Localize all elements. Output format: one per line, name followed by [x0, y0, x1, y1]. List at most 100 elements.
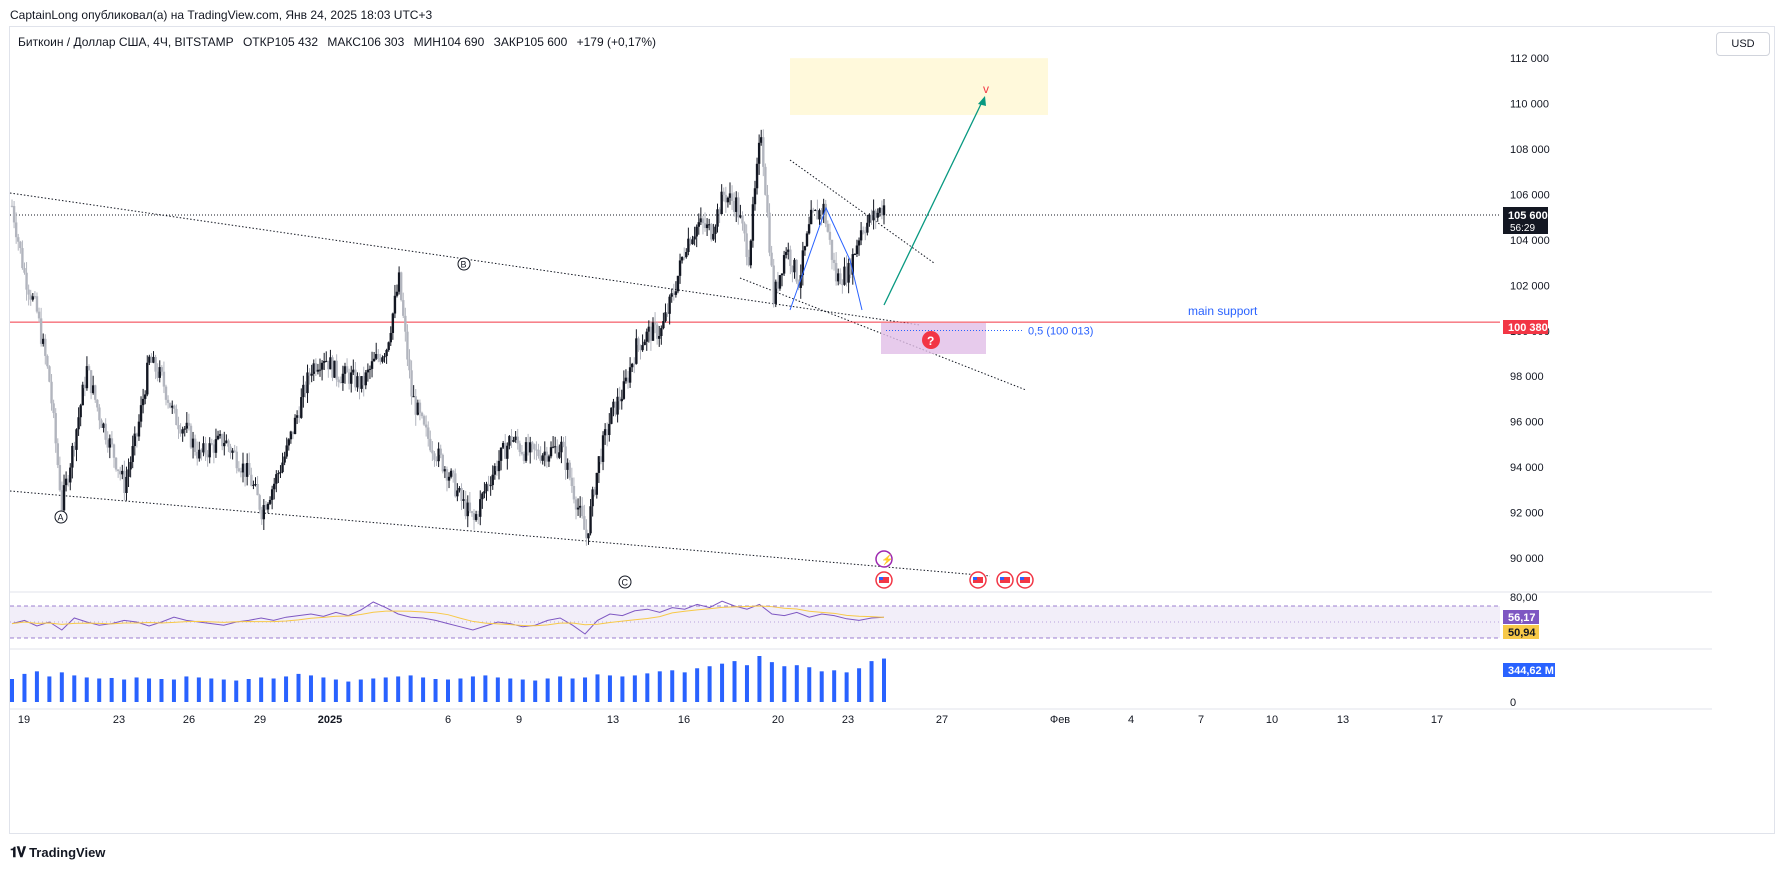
volume-bar	[882, 658, 886, 702]
tradingview-brand[interactable]: 𝟏𝐕 TradingView	[10, 844, 105, 861]
candle	[42, 338, 45, 344]
candle	[377, 354, 380, 358]
candle	[787, 249, 790, 252]
candle	[89, 370, 93, 394]
volume-bar	[171, 679, 176, 702]
candle	[150, 356, 153, 363]
candle	[123, 470, 126, 493]
candle	[404, 315, 407, 332]
candle	[297, 415, 301, 418]
candle	[626, 377, 630, 383]
support-badge	[1503, 320, 1548, 334]
candle	[66, 478, 70, 483]
candle	[739, 215, 742, 218]
candle	[816, 209, 819, 220]
candle	[104, 423, 107, 440]
candle	[481, 493, 484, 500]
candle	[799, 275, 802, 288]
currency-selector[interactable]: USD	[1716, 32, 1770, 56]
candle	[260, 509, 263, 520]
volume-bar	[47, 676, 52, 702]
candle	[329, 357, 332, 370]
candle	[662, 321, 665, 329]
y-tick-label: 94 000	[1510, 462, 1544, 474]
candle	[760, 137, 763, 143]
candle	[277, 473, 280, 475]
candle	[208, 443, 211, 458]
candle	[119, 471, 122, 475]
volume-bar	[657, 671, 662, 702]
candle	[316, 369, 320, 372]
candle	[497, 460, 501, 472]
candle	[106, 439, 109, 448]
volume-bar	[84, 677, 89, 702]
candle	[622, 381, 626, 399]
candle	[187, 422, 191, 426]
candle	[512, 440, 515, 442]
candle	[399, 272, 403, 301]
candle	[601, 435, 605, 462]
candle	[343, 366, 347, 374]
candle	[181, 429, 184, 434]
x-tick-label: 19	[18, 714, 30, 726]
candle	[518, 443, 521, 453]
candle	[25, 272, 28, 290]
candle	[743, 223, 746, 234]
candle	[10, 205, 14, 207]
candle	[791, 266, 794, 273]
x-tick-label: 4	[1128, 714, 1134, 726]
candle	[853, 254, 857, 256]
candle	[358, 376, 361, 389]
candle	[85, 366, 89, 389]
x-tick-label: 16	[678, 714, 690, 726]
fib-label: 0,5 (100 013)	[1028, 325, 1093, 337]
candle	[422, 416, 426, 425]
volume-bar	[421, 677, 426, 702]
candle	[356, 376, 359, 388]
candle	[129, 461, 132, 470]
candle	[177, 425, 180, 430]
candle	[60, 490, 64, 511]
candle	[859, 230, 863, 241]
volume-bar	[134, 677, 139, 702]
candle	[487, 483, 490, 486]
symbol-name[interactable]: Биткоин / Доллар США, 4Ч, BITSTAMP	[18, 35, 234, 49]
candle	[160, 367, 164, 372]
candle	[366, 369, 370, 373]
volume-bar	[371, 678, 376, 702]
candle	[352, 369, 355, 373]
candle	[776, 281, 780, 289]
candle	[655, 324, 659, 339]
candle	[408, 359, 411, 371]
candle	[714, 226, 717, 234]
candle	[474, 514, 478, 520]
candle	[339, 382, 343, 384]
candle	[843, 266, 846, 285]
candle	[243, 463, 247, 477]
x-tick-label: 13	[1337, 714, 1349, 726]
candle	[722, 191, 725, 195]
candle	[680, 257, 684, 261]
candle	[820, 210, 823, 215]
candle	[506, 445, 509, 459]
candle	[566, 462, 569, 470]
candle	[335, 360, 338, 380]
candle	[868, 214, 871, 223]
candle	[204, 443, 207, 455]
candle	[281, 462, 284, 473]
candle	[441, 454, 444, 472]
candle	[597, 456, 601, 473]
candle	[462, 499, 465, 501]
candle	[96, 399, 99, 408]
candle	[730, 193, 734, 201]
x-tick-label: 26	[183, 714, 195, 726]
candle	[710, 224, 713, 240]
volume-bar	[607, 675, 612, 702]
candle	[402, 300, 405, 316]
candle	[29, 294, 32, 300]
candle	[520, 452, 524, 454]
candle	[23, 268, 26, 273]
candle	[757, 142, 761, 164]
candle	[516, 436, 519, 444]
